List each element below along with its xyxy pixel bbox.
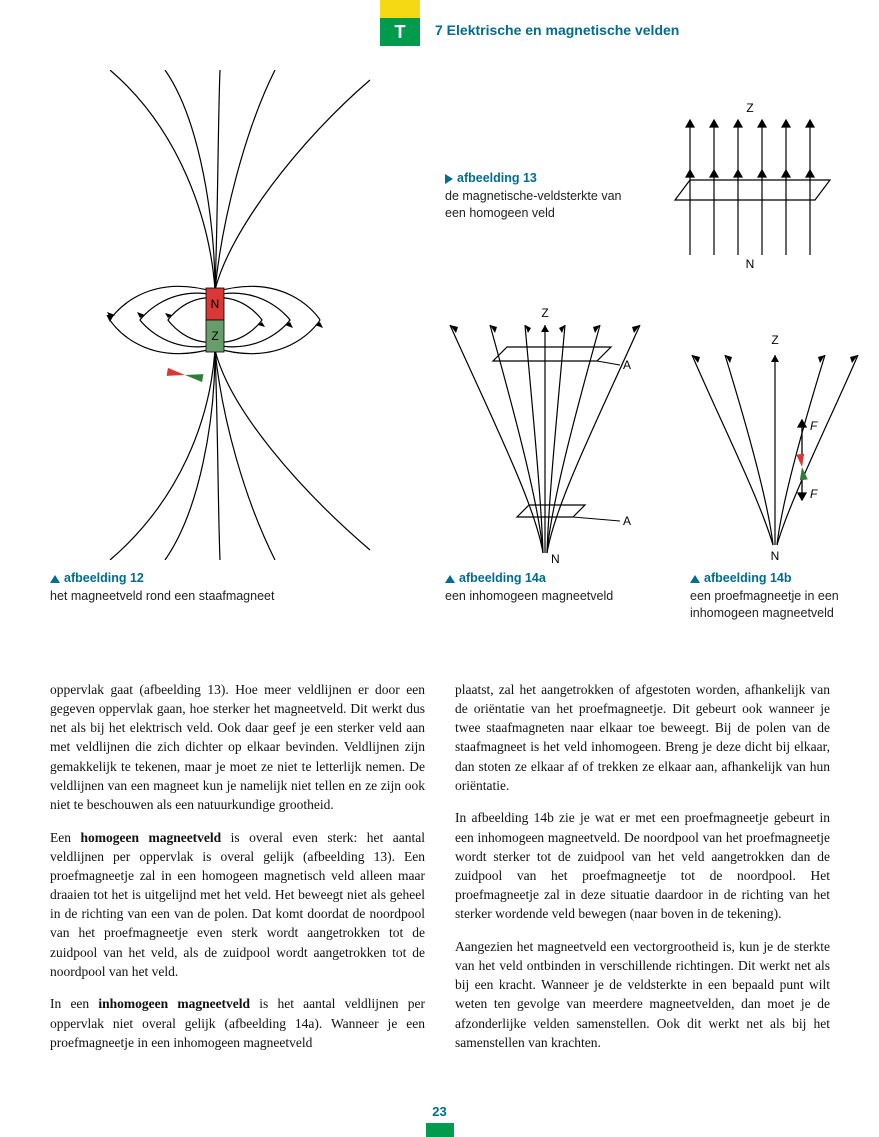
fig13-z: Z	[746, 101, 753, 115]
header-accent-yellow	[380, 0, 420, 18]
page-footer-accent	[426, 1123, 454, 1137]
fig14b-n: N	[771, 549, 780, 563]
column-left: oppervlak gaat (afbeelding 13). Hoe meer…	[50, 680, 425, 1065]
header-badge: T	[380, 18, 420, 46]
caption-marker-icon	[445, 575, 455, 583]
fig14b-z: Z	[771, 333, 778, 347]
fig14a-n: N	[551, 552, 560, 565]
figure-14b-caption: afbeelding 14b een proefmagneetje in een…	[690, 570, 870, 623]
figure-13-caption: afbeelding 13 de magnetische-veldsterkte…	[445, 170, 645, 223]
figure-12: N Z	[50, 70, 380, 560]
fig14a-z: Z	[541, 306, 548, 320]
fig13-title: afbeelding 13	[457, 171, 537, 185]
figure-14b: Z N F F	[690, 330, 860, 565]
page-number: 23	[0, 1104, 879, 1119]
fig12-z-label: Z	[211, 329, 218, 343]
page-header: T 7 Elektrische en magnetische velden	[0, 0, 879, 50]
fig13-n: N	[746, 257, 755, 270]
fig14b-f1: F	[810, 419, 818, 433]
captions-row: afbeelding 12 het magneetveld rond een s…	[50, 570, 850, 620]
figure-12-caption: afbeelding 12 het magneetveld rond een s…	[50, 570, 370, 605]
caption-marker-icon	[690, 575, 700, 583]
para: oppervlak gaat (afbeelding 13). Hoe meer…	[50, 680, 425, 814]
para: In een inhomogeen magneetveld is het aan…	[50, 994, 425, 1051]
para: Een homogeen magneetveld is overal even …	[50, 828, 425, 981]
fig12-n-label: N	[211, 297, 220, 311]
para: plaatst, zal het aangetrokken of afgesto…	[455, 680, 830, 795]
figure-13: Z N	[655, 100, 845, 270]
fig14b-f2: F	[810, 487, 818, 501]
chapter-title: 7 Elektrische en magnetische velden	[435, 22, 679, 38]
column-right: plaatst, zal het aangetrokken of afgesto…	[455, 680, 830, 1065]
body-text: oppervlak gaat (afbeelding 13). Hoe meer…	[50, 680, 830, 1065]
fig14a-a-top: A	[623, 358, 631, 372]
caption-marker-icon	[445, 174, 453, 184]
figure-14a: Z N A A	[445, 305, 645, 565]
para: Aangezien het magneetveld een vectorgroo…	[455, 937, 830, 1052]
caption-marker-icon	[50, 575, 60, 583]
figure-14a-caption: afbeelding 14a een inhomogeen magneetvel…	[445, 570, 665, 605]
figures-area: N Z afbeelding 13 de magnetische-veldste…	[50, 70, 830, 630]
para: In afbeelding 14b zie je wat er met een …	[455, 808, 830, 923]
fig13-text: de magnetische-veldsterkte van een homog…	[445, 188, 645, 223]
fig14a-a-bot: A	[623, 514, 631, 528]
